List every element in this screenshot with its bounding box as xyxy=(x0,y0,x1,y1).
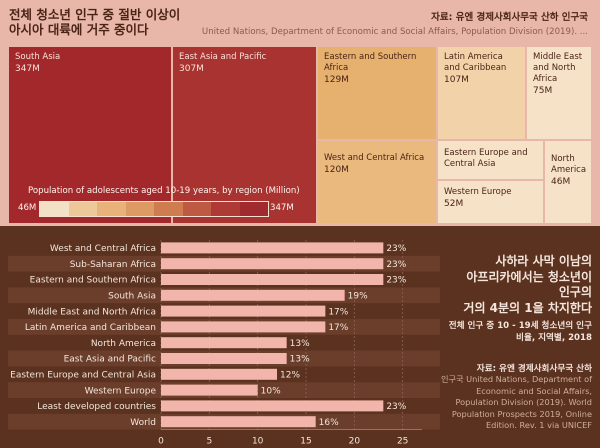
category-label: Latin America and Caribbean xyxy=(25,323,156,333)
value-label: 23% xyxy=(386,244,406,254)
value-label: 23% xyxy=(386,402,406,412)
treemap-tile-name: Western Europe xyxy=(444,187,512,197)
treemap-tile-value: 46M xyxy=(551,177,571,187)
legend-color-step xyxy=(40,202,69,216)
bar xyxy=(161,305,326,317)
category-label: West and Central Africa xyxy=(50,244,156,254)
legend-color-step xyxy=(68,202,97,216)
x-tick-label: 20 xyxy=(349,437,361,447)
treemap-tile-name: Latin America and Caribbean xyxy=(444,52,507,73)
bar-chart-text-panel: 사하라 사막 이남의 아프리카에서는 청소년이 인구의 거의 4분의 1을 차지… xyxy=(440,226,600,448)
treemap-tile-name: West and Central Africa xyxy=(324,153,425,163)
treemap-tile: Eastern Europe and Central Asia xyxy=(437,140,544,180)
bar xyxy=(161,289,345,301)
bar xyxy=(161,384,258,396)
value-label: 13% xyxy=(290,355,310,365)
legend-title: Population of adolescents aged 10-19 yea… xyxy=(28,186,300,196)
treemap-tile-name: Middle East and North Africa xyxy=(533,52,583,84)
treemap-tile: South Asia 347M xyxy=(8,46,172,224)
treemap-tile-name: East Asia and Pacific xyxy=(179,52,267,62)
value-label: 10% xyxy=(261,386,281,396)
legend-color-scale xyxy=(39,201,269,217)
category-label: Eastern Europe and Central Asia xyxy=(10,371,156,381)
treemap-tile: Middle East and North Africa 75M xyxy=(526,46,592,140)
x-tick-label: 5 xyxy=(206,437,212,447)
bar xyxy=(161,242,384,254)
category-label: North America xyxy=(91,339,156,349)
treemap-section: 전체 청소년 인구 중 절반 이상이 아시아 대륙에 거주 중이다 자료: 유엔… xyxy=(8,7,592,224)
treemap-legend: Population of adolescents aged 10-19 yea… xyxy=(18,186,328,222)
treemap-tile-name: Eastern Europe and Central Asia xyxy=(444,148,528,169)
bar-chart-subtitle: 전체 인구 중 10 - 19세 청소년의 인구 비율, 지역별, 2018 xyxy=(448,321,592,343)
category-label: East Asia and Pacific xyxy=(64,355,156,365)
bar-chart-source-label: 자료: 유엔 경제사회사무국 산하 xyxy=(476,364,592,374)
treemap-title: 전체 청소년 인구 중 절반 이상이 아시아 대륙에 거주 중이다 xyxy=(9,7,181,37)
category-label: Western Europe xyxy=(85,386,157,396)
treemap-source: United Nations, Department of Economic a… xyxy=(201,27,588,37)
legend-color-step xyxy=(125,202,154,216)
treemap-tile-value: 307M xyxy=(179,64,204,74)
treemap: South Asia 347M East Asia and Pacific 307M E… xyxy=(8,46,592,224)
treemap-tile: Latin America and Caribbean 107M xyxy=(437,46,526,140)
value-label: 19% xyxy=(348,292,368,302)
treemap-tile-value: 120M xyxy=(324,165,349,175)
bar xyxy=(161,337,287,349)
bar xyxy=(161,321,326,333)
x-tick-label: 10 xyxy=(252,437,264,447)
treemap-tile-value: 129M xyxy=(324,75,349,85)
value-label: 23% xyxy=(386,260,406,270)
category-label: Sub-Saharan Africa xyxy=(70,260,156,270)
category-label: South Asia xyxy=(108,292,156,302)
x-tick-label: 0 xyxy=(158,437,164,447)
bar xyxy=(161,274,384,285)
treemap-tile-value: 52M xyxy=(444,199,464,209)
bar-chart-source: 인구국 United Nations, Department of Econom… xyxy=(440,374,592,431)
legend-color-step xyxy=(154,202,183,216)
bar xyxy=(161,400,384,412)
treemap-tile-name: Eastern and Southern Africa xyxy=(324,52,417,73)
category-label: Eastern and Southern Africa xyxy=(30,276,156,286)
treemap-tile-value: 75M xyxy=(533,86,553,96)
value-label: 12% xyxy=(280,371,300,381)
legend-color-step xyxy=(211,202,240,216)
category-label: World xyxy=(130,418,156,428)
bar xyxy=(161,258,384,270)
bar-chart-title: 사하라 사막 이남의 아프리카에서는 청소년이 인구의 거의 4분의 1을 차지… xyxy=(463,254,592,315)
legend-color-step xyxy=(239,202,268,216)
treemap-tile: Eastern and Southern Africa 129M xyxy=(317,46,437,140)
legend-color-step xyxy=(182,202,211,216)
legend-color-step xyxy=(97,202,126,216)
treemap-tile: North America 46M xyxy=(544,140,592,224)
legend-min-label: 46M xyxy=(18,203,37,213)
treemap-tile-name: North America xyxy=(551,154,587,175)
category-label: Least developed countries xyxy=(37,402,156,412)
value-label: 17% xyxy=(328,307,348,317)
treemap-source-label: 자료: 유엔 경제사회사무국 산하 인구국 xyxy=(431,12,588,23)
treemap-tile-value: 107M xyxy=(444,75,469,85)
value-label: 17% xyxy=(328,323,348,333)
bar xyxy=(161,353,287,364)
treemap-tile-name: South Asia xyxy=(15,52,61,62)
legend-max-label: 347M xyxy=(270,203,294,213)
treemap-tile: West and Central Africa 120M xyxy=(317,140,437,224)
bar-chart-section: West and Central Africa 23% Sub-Saharan Af… xyxy=(0,226,600,448)
bar-chart: West and Central Africa 23% Sub-Saharan Af… xyxy=(8,240,440,447)
value-label: 16% xyxy=(319,418,339,428)
treemap-tile-value: 347M xyxy=(15,64,40,74)
x-tick-label: 15 xyxy=(300,437,311,447)
bar xyxy=(161,416,316,428)
treemap-tile: Western Europe 52M xyxy=(437,180,544,224)
treemap-tile: East Asia and Pacific 307M xyxy=(172,46,317,224)
value-label: 13% xyxy=(290,339,310,349)
value-label: 23% xyxy=(386,276,406,286)
bar xyxy=(161,368,277,380)
x-tick-label: 25 xyxy=(397,437,408,447)
category-label: Middle East and North Africa xyxy=(28,307,156,317)
